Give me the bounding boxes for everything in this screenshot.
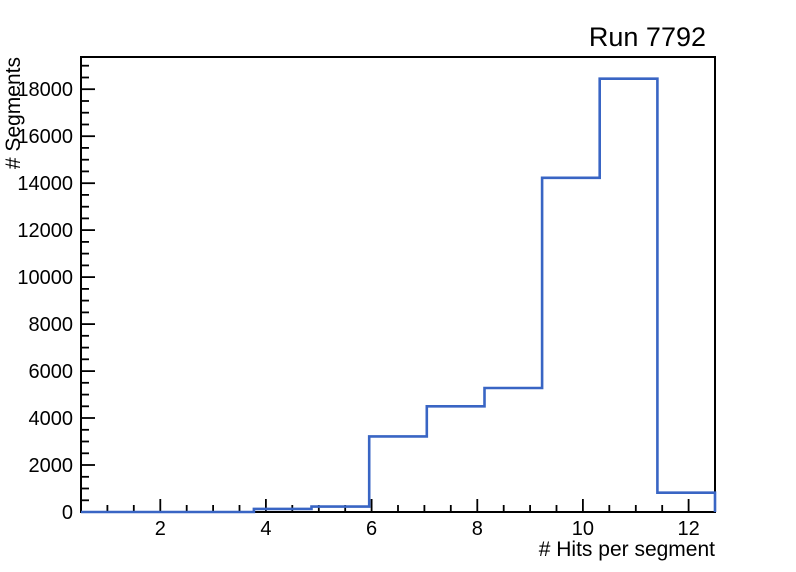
- y-tick-label: 10000: [17, 267, 73, 289]
- plot-title: Run 7792: [589, 22, 706, 52]
- axis-tick-labels: 0 2000 4000 6000 8000 10000 12000 14000 16000 180…: [17, 79, 699, 540]
- x-tick-label: 8: [472, 518, 483, 540]
- histogram-line: [81, 77, 717, 514]
- x-tick-label: 10: [572, 518, 594, 540]
- y-tick-label: 16000: [17, 126, 73, 148]
- y-tick-label: 4000: [29, 408, 74, 430]
- axis-ticks: [81, 64, 690, 513]
- y-axis-title: # Segments: [2, 57, 25, 169]
- y-tick-label: 6000: [29, 361, 74, 383]
- x-tick-label: 2: [155, 518, 166, 540]
- x-axis-title: # Hits per segment: [539, 538, 715, 561]
- y-tick-label: 14000: [17, 173, 73, 195]
- x-tick-label: 4: [260, 518, 271, 540]
- x-tick-label: 6: [366, 518, 377, 540]
- y-tick-label: 12000: [17, 220, 73, 242]
- y-tick-label: 8000: [29, 314, 74, 336]
- y-tick-label: 18000: [17, 79, 73, 101]
- y-tick-label: 0: [62, 502, 73, 524]
- plot-frame: [80, 56, 716, 513]
- x-tick-label: 12: [677, 518, 699, 540]
- y-tick-label: 2000: [29, 455, 74, 477]
